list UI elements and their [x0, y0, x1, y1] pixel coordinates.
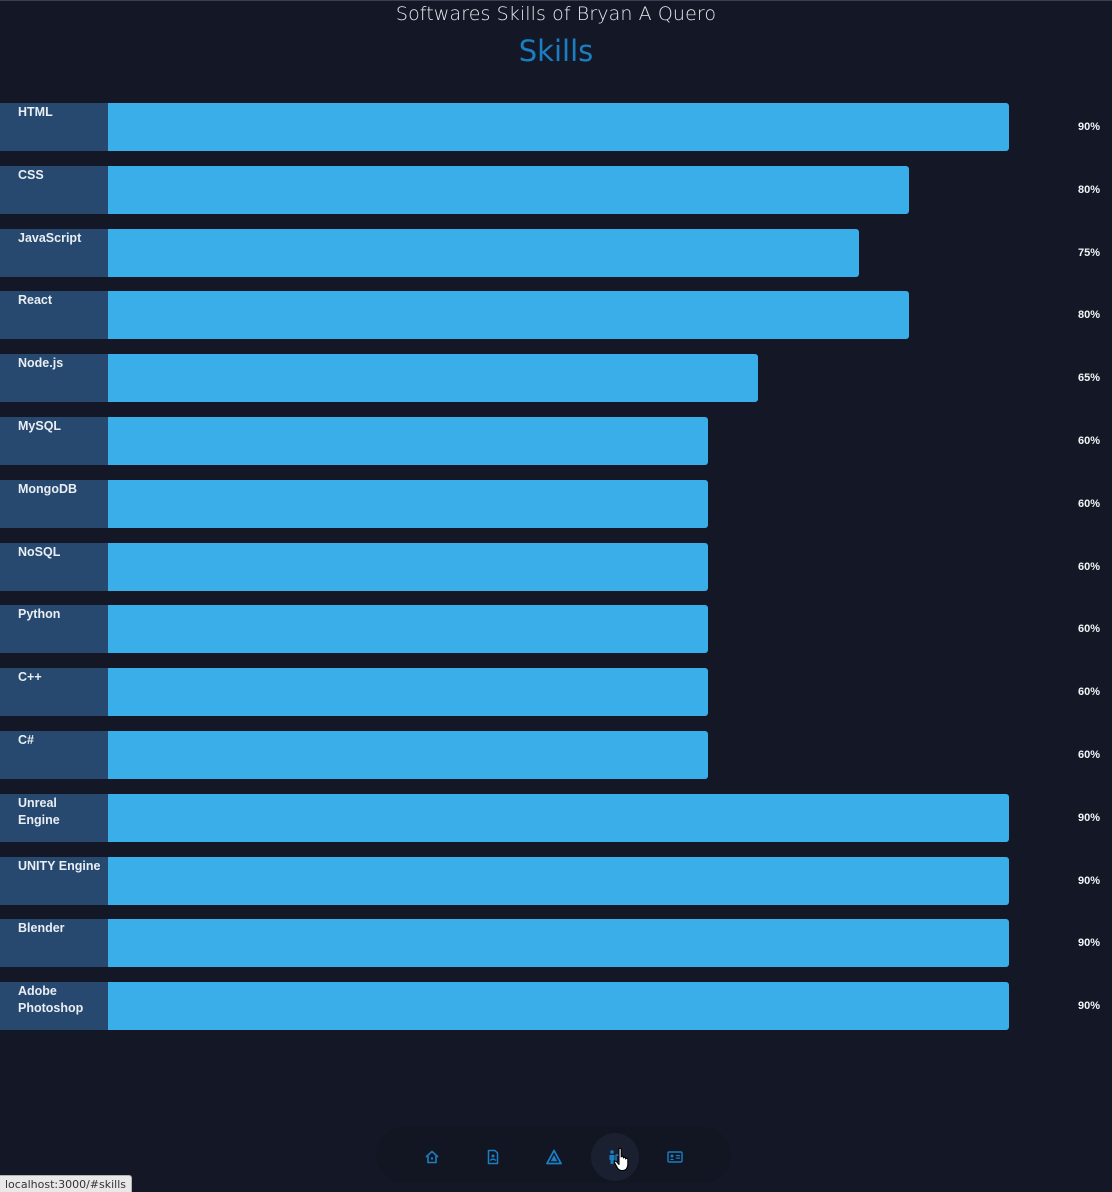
skill-progress-bar — [108, 919, 1009, 968]
skill-percent: 90% — [1077, 937, 1100, 950]
skill-percent: 80% — [1077, 183, 1100, 196]
skill-name: Blender — [18, 921, 65, 936]
skill-row: Unreal Engine 90% — [0, 793, 1112, 842]
skill-row: NoSQL 60% — [0, 542, 1112, 591]
nav-portfolio-button[interactable] — [530, 1133, 578, 1181]
skills-icon — [609, 1150, 622, 1164]
page-title: Skills — [518, 34, 594, 68]
skill-progress-bar — [108, 542, 708, 591]
nav-skills-button[interactable] — [591, 1133, 639, 1181]
skill-label-box: Node.js — [0, 354, 108, 403]
skill-label-box: Blender — [0, 919, 108, 968]
skill-label-box: Python — [0, 605, 108, 654]
page-subtitle: Softwares Skills of Bryan A Quero — [395, 3, 717, 25]
skill-percent: 75% — [1077, 246, 1100, 259]
document-icon — [487, 1149, 499, 1165]
skills-list: HTML 90% CSS 80% JavaScript 75% React 80% Node.j… — [0, 103, 1112, 1045]
contact-card-icon — [667, 1151, 683, 1163]
skill-name: NoSQL — [18, 544, 61, 559]
skill-row: C# 60% — [0, 730, 1112, 779]
skill-percent: 90% — [1077, 874, 1100, 887]
skill-label-box: CSS — [0, 165, 108, 214]
skill-progress-bar — [108, 730, 708, 779]
skill-row: MongoDB 60% — [0, 479, 1112, 528]
skill-row: MySQL 60% — [0, 416, 1112, 465]
skill-name: UNITY Engine — [18, 858, 101, 873]
skill-progress-bar — [108, 479, 708, 528]
skill-progress-bar — [108, 228, 859, 277]
bottom-nav-dock — [376, 1127, 731, 1183]
skill-progress-bar — [108, 103, 1009, 151]
skill-progress-bar — [108, 416, 708, 465]
skill-percent: 60% — [1077, 623, 1100, 636]
skill-name: C# — [18, 732, 34, 747]
skill-name: Adobe Photoshop — [18, 984, 84, 1016]
skill-label-box: HTML — [0, 103, 108, 151]
skill-name: JavaScript — [18, 230, 82, 245]
skill-name: Unreal Engine — [18, 795, 60, 827]
nav-contact-button[interactable] — [651, 1133, 699, 1181]
skill-percent: 60% — [1077, 560, 1100, 573]
skill-label-box: React — [0, 291, 108, 340]
nav-about-button[interactable] — [469, 1133, 517, 1181]
nav-home-button[interactable] — [408, 1133, 456, 1181]
skill-progress-bar — [108, 605, 708, 654]
skill-percent: 90% — [1077, 811, 1100, 824]
skill-row: HTML 90% — [0, 103, 1112, 151]
skill-row: React 80% — [0, 291, 1112, 340]
skill-row: Blender 90% — [0, 919, 1112, 968]
skill-percent: 60% — [1077, 434, 1100, 447]
skill-name: C++ — [18, 670, 42, 685]
skill-progress-bar — [108, 354, 758, 403]
skill-label-box: UNITY Engine — [0, 856, 108, 905]
skill-name: Node.js — [18, 356, 64, 371]
skill-row: JavaScript 75% — [0, 228, 1112, 277]
skill-name: Python — [18, 607, 61, 622]
skill-percent: 60% — [1077, 686, 1100, 699]
skill-percent: 65% — [1077, 372, 1100, 385]
skill-row: CSS 80% — [0, 165, 1112, 214]
skill-name: CSS — [18, 167, 44, 182]
skill-progress-bar — [108, 291, 909, 340]
skill-name: MySQL — [18, 418, 62, 433]
skill-progress-bar — [108, 165, 909, 214]
skill-label-box: MySQL — [0, 416, 108, 465]
skill-name: HTML — [18, 105, 53, 119]
skill-progress-bar — [108, 982, 1009, 1031]
skill-name: React — [18, 293, 53, 308]
skill-label-box: Unreal Engine — [0, 793, 108, 842]
skill-row: UNITY Engine 90% — [0, 856, 1112, 905]
skill-name: MongoDB — [18, 481, 78, 496]
skill-percent: 80% — [1077, 309, 1100, 322]
skill-label-box: JavaScript — [0, 228, 108, 277]
skill-percent: 60% — [1077, 497, 1100, 510]
browser-status-url: localhost:3000/#skills — [0, 1175, 132, 1192]
skill-label-box: C++ — [0, 668, 108, 717]
skill-label-box: NoSQL — [0, 542, 108, 591]
skill-row: Python 60% — [0, 605, 1112, 654]
skill-label-box: Adobe Photoshop — [0, 982, 108, 1031]
hand-pointer-cursor-icon — [613, 1147, 629, 1172]
skill-progress-bar — [108, 793, 1009, 842]
skill-row: C++ 60% — [0, 668, 1112, 717]
skill-percent: 90% — [1077, 1000, 1100, 1013]
skill-row: Adobe Photoshop 90% — [0, 982, 1112, 1031]
skill-percent: 90% — [1077, 121, 1100, 133]
skill-progress-bar — [108, 856, 1009, 905]
skill-percent: 60% — [1077, 748, 1100, 761]
skill-row: Node.js 65% — [0, 354, 1112, 403]
skill-label-box: C# — [0, 730, 108, 779]
home-icon — [425, 1150, 439, 1164]
skill-label-box: MongoDB — [0, 479, 108, 528]
skill-progress-bar — [108, 668, 708, 717]
triangle-logo-icon — [546, 1149, 562, 1165]
